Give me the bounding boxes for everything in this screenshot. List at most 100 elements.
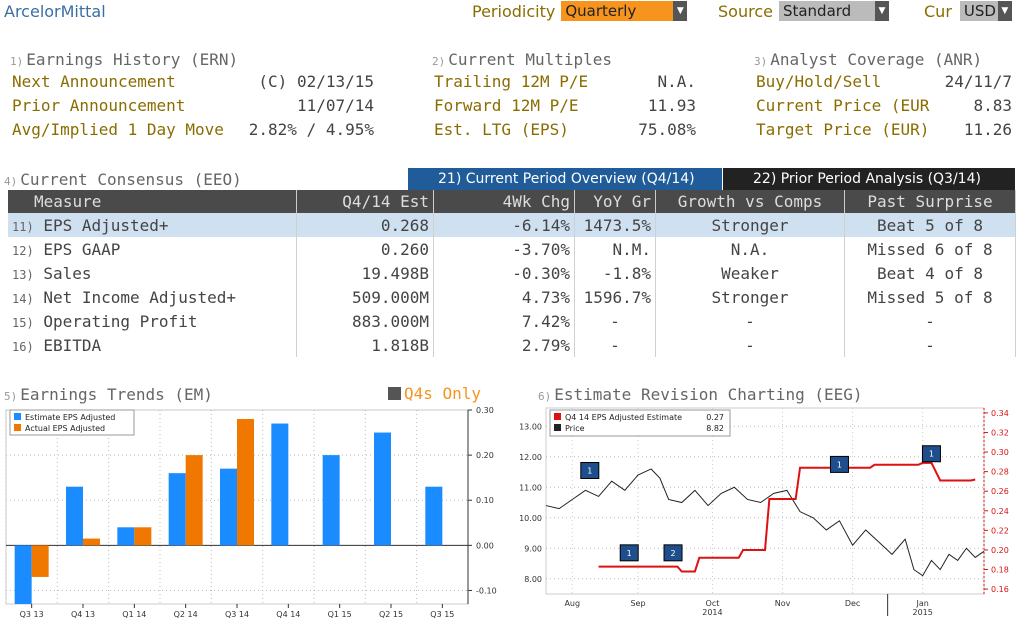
actual-bar [134,527,152,546]
trends-section-title[interactable]: 5) Earnings Trends (EM) [4,385,213,404]
anr-row: Current Price (EUR 8.83 [756,96,1012,115]
anr-row: Buy/Hold/Sell 24/11/7 [756,72,1012,91]
checkbox-icon[interactable] [388,387,401,400]
anr-row: Target Price (EUR) 11.26 [756,120,1012,139]
estimate-bar [220,468,237,546]
left-tick-label: 12.00 [519,453,542,462]
consensus-table: Measure Q4/14 Est 4Wk Chg YoY Gr Growth … [8,190,1016,357]
legend-label: Price [565,424,585,433]
tab-current-period[interactable]: 21) Current Period Overview (Q4/14) [408,168,722,190]
event-marker [921,445,941,463]
eps-estimate-line [598,461,976,573]
tab-prior-period[interactable]: 22) Prior Period Analysis (Q3/14) [723,168,1015,190]
plot-area [545,407,985,595]
surprise-cell: Beat 5 of 8 [844,213,1016,237]
source-control[interactable]: Source Standard ▼ [718,0,889,22]
year-label: 2014 [702,608,722,617]
estimate-cell: 509.000M [296,285,434,309]
currency-select[interactable]: USD [959,1,998,21]
y-tick-label: 0.30 [476,406,494,415]
multiples-row: Trailing 12M P/E N.A. [434,72,696,91]
legend-swatch [554,413,561,420]
legend-label: Actual EPS Adjusted [25,424,105,433]
periodicity-control[interactable]: Periodicity Quarterly ▼ [472,0,688,22]
left-tick-label: 8.00 [524,575,542,584]
table-row[interactable]: 13) Sales 19.498B -0.30% -1.8% Weaker Be… [8,261,1016,285]
ern-row: Prior Announcement 11/07/14 [12,96,374,115]
x-tick-label: Aug [564,599,580,608]
right-tick-label: 0.18 [991,566,1009,575]
col-estimate[interactable]: Q4/14 Est [296,190,434,213]
currency-label: Cur [924,1,952,21]
right-tick-label: 0.30 [991,448,1009,457]
y-tick-label: 0.00 [476,541,494,550]
q4s-only-toggle[interactable]: Q4s Only [388,384,481,403]
table-row[interactable]: 15) Operating Profit 883.000M 7.42% - - … [8,309,1016,333]
estimate-bar [425,486,443,546]
table-row[interactable]: 11) EPS Adjusted+ 0.268 -6.14% 1473.5% S… [8,213,1016,237]
legend-value: 8.82 [706,424,724,433]
col-4wk-chg[interactable]: 4Wk Chg [433,190,575,213]
estimate-bar [374,432,391,546]
col-measure[interactable]: Measure [8,190,297,213]
surprise-cell: Missed 5 of 8 [844,285,1016,309]
chg-cell: -0.30% [433,261,575,285]
surprise-cell: Missed 6 of 8 [844,237,1016,261]
x-tick-label: Q4 14 [276,610,300,619]
yoy-cell: - [574,333,656,357]
comps-cell: N.A. [655,237,845,261]
right-tick-label: 0.26 [991,487,1009,496]
legend-label: Estimate EPS Adjusted [25,413,115,422]
right-tick-label: 0.32 [991,428,1009,437]
table-header-row: Measure Q4/14 Est 4Wk Chg YoY Gr Growth … [8,190,1016,213]
multiples-row: Est. LTG (EPS) 75.08% [434,120,696,139]
legend-swatch [14,424,21,431]
event-marker-label: 1 [627,549,632,558]
comps-cell: Stronger [655,213,845,237]
x-tick-label: Q3 15 [430,610,454,619]
chevron-down-icon[interactable]: ▼ [874,1,889,21]
legend-swatch [14,413,21,420]
estimate-cell: 19.498B [296,261,434,285]
estimate-bar [14,545,32,604]
table-row[interactable]: 16) EBITDA 1.818B 2.79% - - - [8,333,1016,357]
ern-section-title[interactable]: 1) Earnings History (ERN) [10,50,239,69]
chevron-down-icon[interactable]: ▼ [673,1,688,21]
consensus-section-title[interactable]: 4) Current Consensus (EEO) [4,170,242,189]
periodicity-select[interactable]: Quarterly [561,1,674,21]
right-tick-label: 0.24 [991,507,1009,516]
table-row[interactable]: 14) Net Income Adjusted+ 509.000M 4.73% … [8,285,1016,309]
x-tick-label: Dec [845,599,860,608]
brand-title: ArcelorMittal [4,2,106,21]
event-marker-label: 1 [587,467,592,476]
event-marker [619,544,639,562]
left-tick-label: 13.00 [519,422,542,431]
measure-name: Operating Profit [43,311,198,331]
col-past-surprise[interactable]: Past Surprise [844,190,1016,213]
table-row[interactable]: 12) EPS GAAP 0.260 -3.70% N.M. N.A. Miss… [8,237,1016,261]
left-tick-label: 9.00 [524,544,542,553]
estimate-bar [168,473,186,546]
chevron-down-icon[interactable]: ▼ [997,1,1012,21]
x-tick-label: Q4 13 [71,610,95,619]
actual-bar [237,419,254,546]
x-tick-label: Oct [706,599,720,608]
x-tick-label: Q1 15 [328,610,352,619]
revision-section-title[interactable]: 6) Estimate Revision Charting (EEG) [538,385,863,404]
estimate-cell: 0.260 [296,237,434,261]
chg-cell: -3.70% [433,237,575,261]
col-growth-vs-comps[interactable]: Growth vs Comps [655,190,845,213]
right-tick-label: 0.22 [991,526,1009,535]
estimate-bar [117,527,135,546]
currency-control[interactable]: Cur USD ▼ [924,0,1012,22]
ern-panel: Next Announcement (C) 02/13/15 Prior Anno… [12,72,374,144]
legend-value: 0.27 [706,413,724,422]
anr-section-title[interactable]: 3) Analyst Coverage (ANR) [754,50,983,69]
source-label: Source [718,1,773,21]
source-select[interactable]: Standard [778,1,875,21]
x-tick-label: Q3 14 [225,610,249,619]
comps-cell: - [655,333,845,357]
col-yoy-gr[interactable]: YoY Gr [574,190,656,213]
multiples-section-title[interactable]: 2) Current Multiples [432,50,613,69]
actual-bar [83,538,100,546]
